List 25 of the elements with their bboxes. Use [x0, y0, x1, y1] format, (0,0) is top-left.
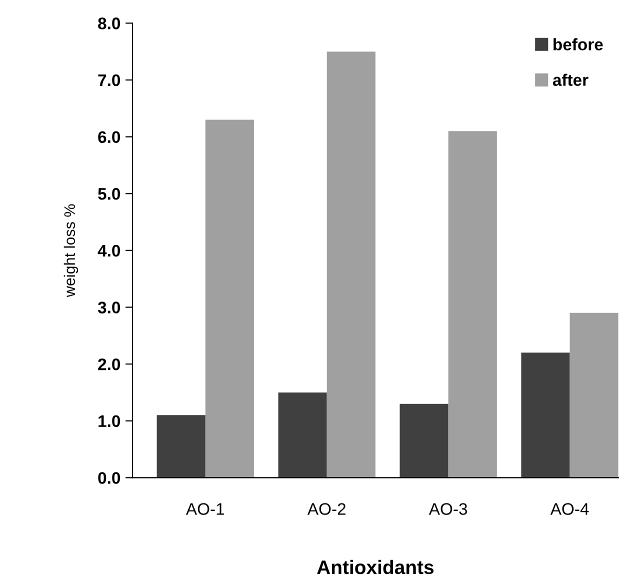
y-tick-label: 6.0	[98, 131, 120, 143]
bar	[326, 52, 376, 478]
bar	[570, 312, 618, 478]
x-axis-title: Antioxidants	[317, 560, 434, 574]
y-tick-label: 5.0	[98, 188, 120, 200]
x-tick-label: AO-3	[428, 503, 468, 515]
y-tick-label: 3.0	[98, 302, 120, 314]
bar	[521, 352, 570, 478]
y-tick-label: 0.0	[98, 472, 120, 484]
x-tick-label: AO-1	[186, 503, 224, 515]
y-tick-label: 4.0	[98, 244, 120, 257]
x-tick-label: AO-2	[307, 503, 346, 515]
x-tick-label: AO-4	[550, 503, 589, 515]
bar	[400, 404, 448, 478]
bar	[448, 131, 497, 478]
bar	[156, 415, 206, 478]
y-tick-label: 8.0	[98, 18, 120, 30]
legend-label: before	[554, 38, 603, 50]
bar	[205, 120, 254, 478]
bar	[278, 392, 327, 478]
y-tick-label: 2.0	[98, 358, 120, 370]
y-tick-label: 1.0	[98, 415, 120, 428]
y-axis-title: weight loss %	[64, 204, 78, 298]
legend-label: after	[552, 74, 588, 86]
y-tick-label: 7.0	[98, 74, 120, 86]
